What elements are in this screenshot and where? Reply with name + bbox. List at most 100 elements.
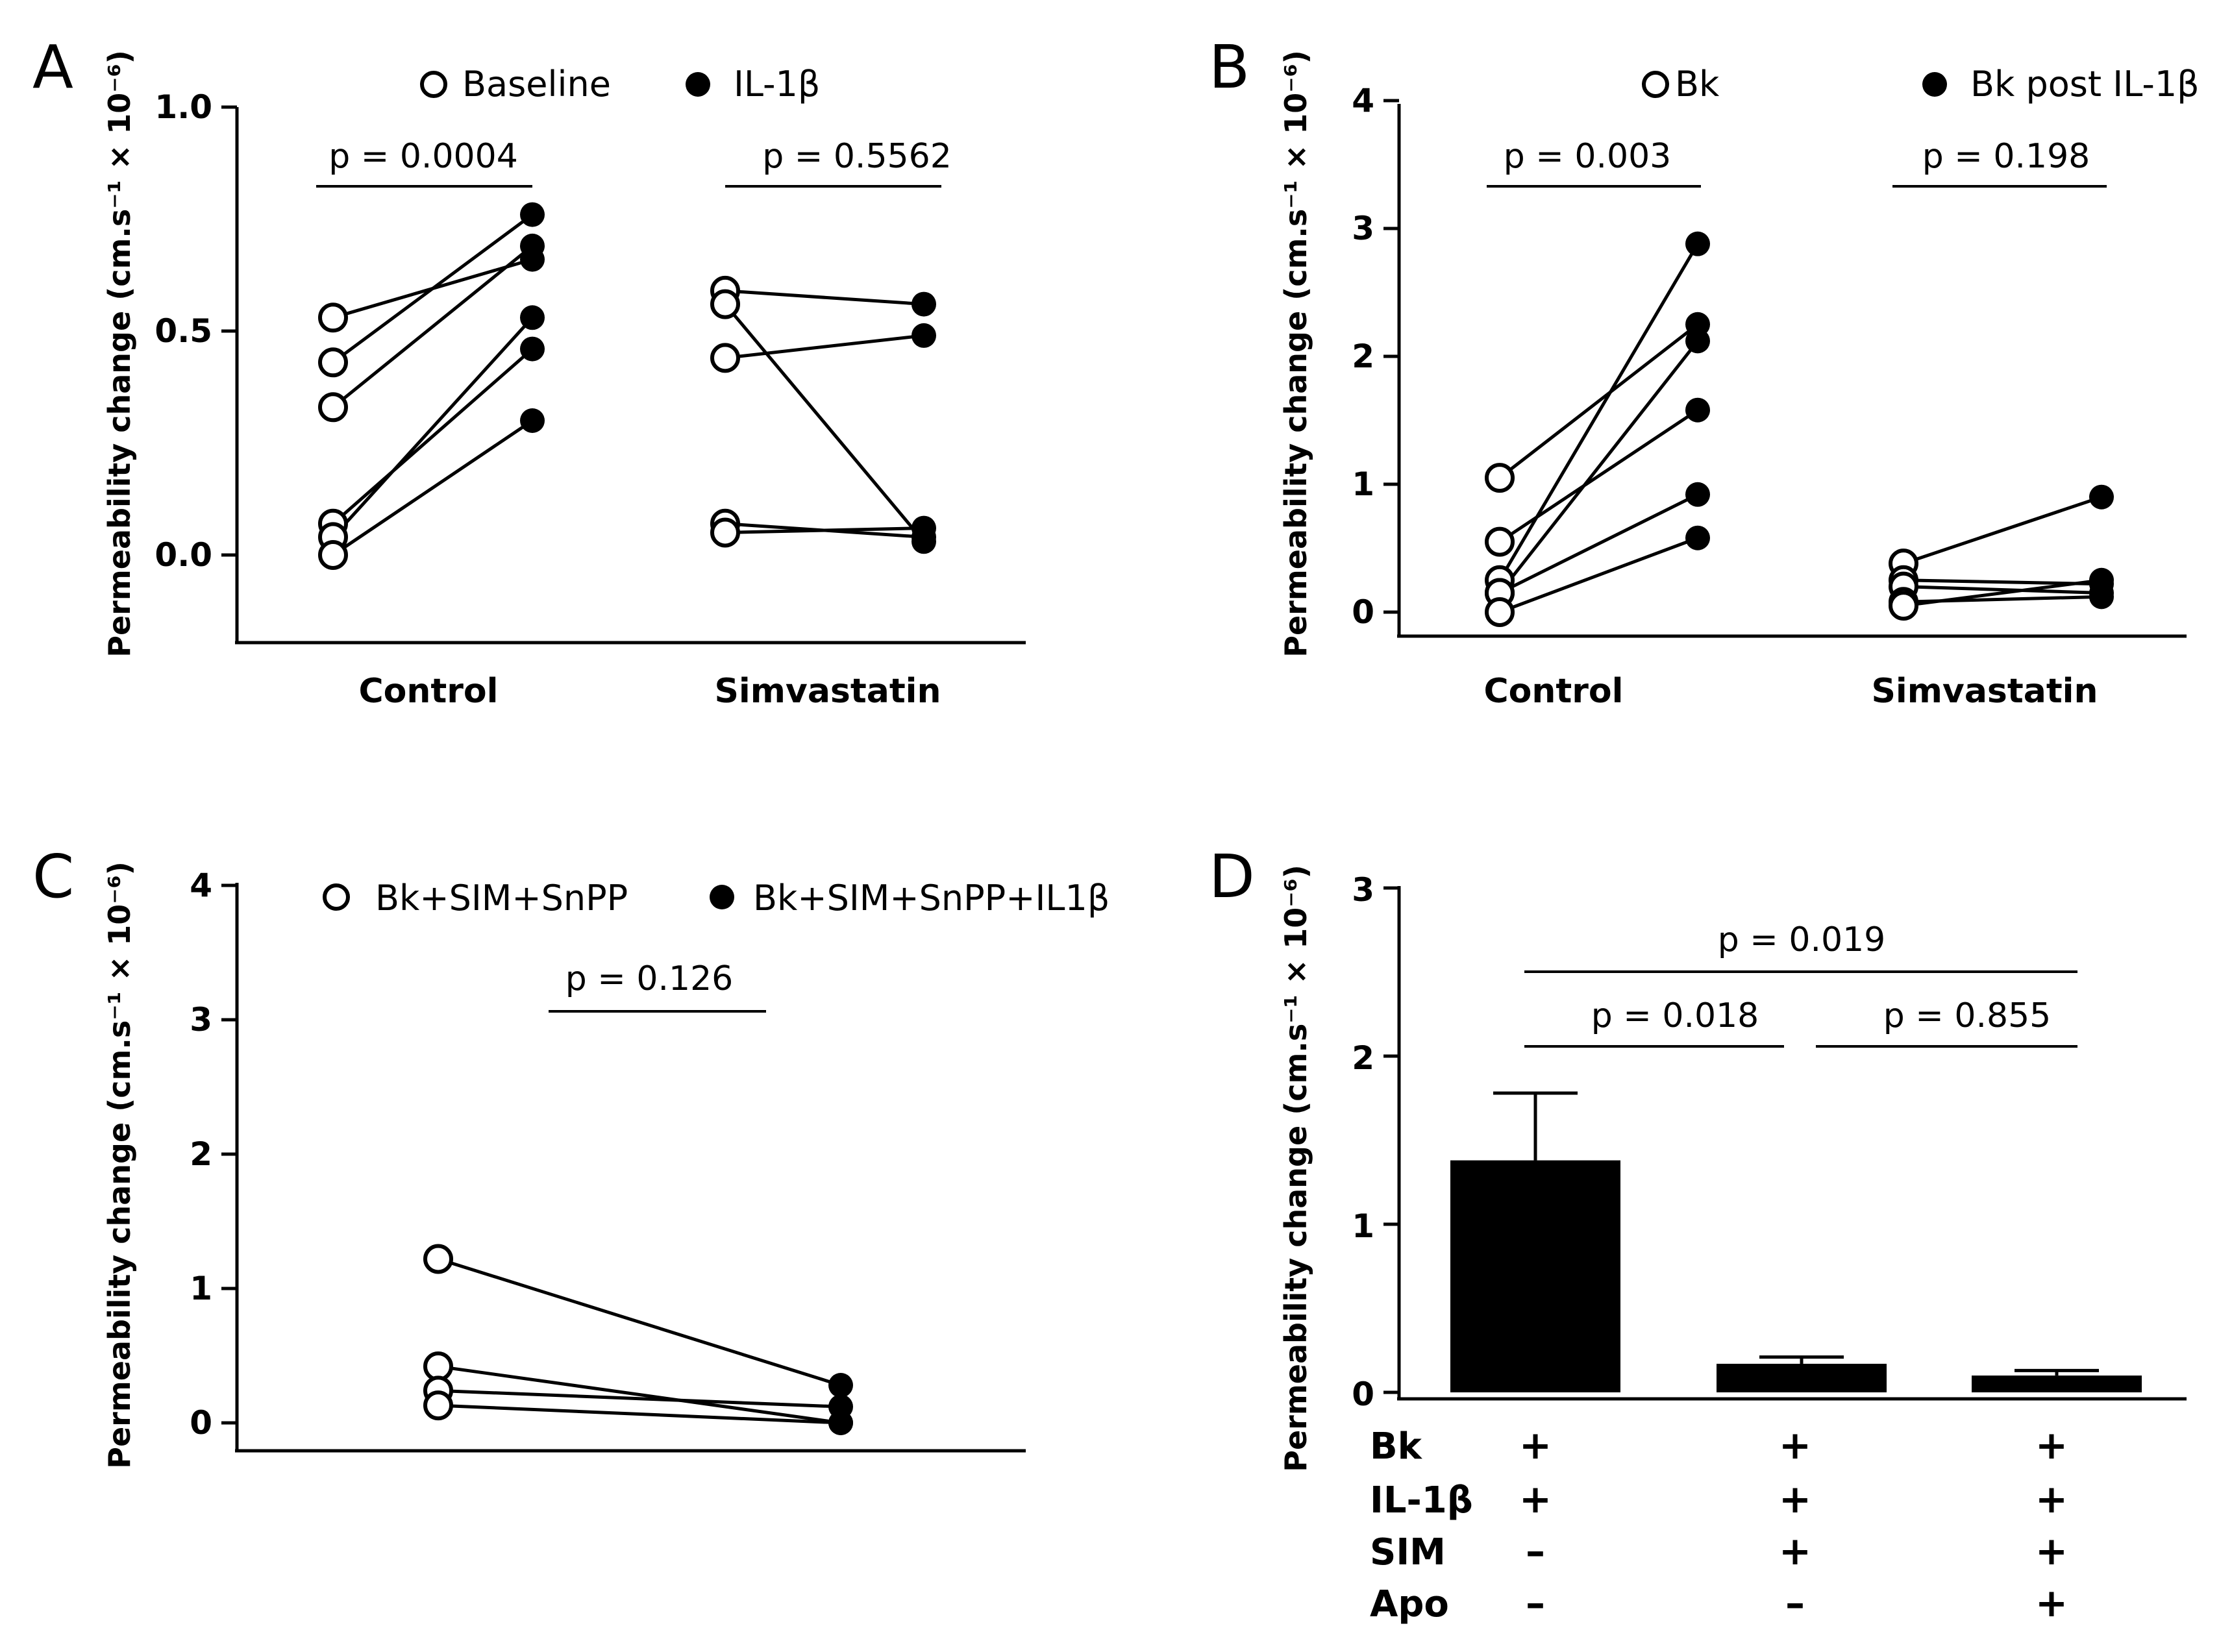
panel-a-pair-line [332,316,534,539]
panel-d-letter: D [1209,842,1255,911]
panel-d-y-tick-label: 1 [1352,1207,1374,1245]
panel-c-pair-line [438,1364,841,1425]
panel-c-y-tick-label: 3 [190,1001,212,1039]
panel-a-pair-line [332,213,534,364]
panel-a-pair-line [332,419,534,557]
panel-d-pvalue-2-3: p = 0.855 [1883,996,2052,1035]
panel-a-point-before [710,343,740,373]
panel-a-point-before [710,517,740,548]
panel-c-point-after [828,1373,853,1398]
panel-b-pair-line [1498,339,1699,594]
panel-a-legend-filled-marker [686,72,710,97]
panel-b-point-after [1685,231,1710,256]
panel-b-pair-line [1903,578,2102,608]
panel-a-legend-baseline: Baseline [462,64,611,105]
panel-d-y-tick-label: 3 [1352,871,1374,909]
panel-d-bar [1717,1363,1887,1392]
panel-a-pair-line [332,244,534,409]
panel-b-pair-line [1498,408,1699,543]
panel-b-letter: B [1209,32,1250,102]
panel-d-condition-sign: + [1519,1477,1552,1522]
panel-b-point-before [1485,597,1515,627]
panel-b-y-tick-label: 3 [1352,210,1374,247]
panel-a-pvalue-control: p = 0.0004 [329,137,518,176]
panel-c-y-tick-label: 4 [190,867,212,904]
panel-a-point-after [520,233,545,258]
panel-d-condition-label: Apo [1370,1583,1449,1625]
panel-c-legend-bk-sim-snpp-il1b: Bk+SIM+SnPP+IL1β [753,878,1110,918]
panel-b-point-before [1485,463,1515,493]
panel-d-condition-sign: + [1779,1423,1811,1468]
panel-d-bar [1450,1160,1620,1392]
panel-b-pair-line [1903,495,2102,565]
panel-b-y-tick-label: 2 [1352,338,1374,375]
panel-a-point-before [318,540,348,570]
panel-b-y-label: Permeability change (cm.s⁻¹ × 10⁻⁶) [1278,50,1313,657]
panel-a-pair-line [725,289,924,306]
panel-d-condition-sign: + [1779,1477,1811,1522]
panel-d-condition-sign: – [1785,1581,1805,1626]
panel-c-point-before [423,1390,453,1421]
panel-b-pair-line [1498,493,1699,595]
panel-b-point-before [1485,526,1515,557]
panel-a-pair-line [725,334,924,360]
panel-a-y-label: Permeability change (cm.s⁻¹ × 10⁻⁶) [102,50,137,657]
panel-a-letter: A [32,32,73,102]
panel-d-pvalue-1-2: p = 0.018 [1591,996,1759,1035]
panel-a-point-after [911,323,936,348]
panel-d-condition-sign: + [2035,1529,2068,1574]
panel-c-letter: C [32,842,74,911]
panel-a-category-control: Control [359,672,499,711]
panel-d-bar [1972,1375,2142,1392]
panel-d-condition-label: IL-1β [1370,1479,1473,1522]
panel-d-condition-sign: – [1526,1581,1545,1626]
panel-d: D Permeability change (cm.s⁻¹ × 10⁻⁶) 0 1… [1209,842,2187,1626]
panel-a: A Permeability change (cm.s⁻¹ × 10⁻⁶) 0.… [32,32,1026,711]
panel-d-condition-sign: + [2035,1581,2068,1626]
panel-a-category-simvastatin: Simvastatin [714,672,941,711]
panel-c-pair-line [438,1403,841,1425]
panel-d-y-tick-label: 2 [1352,1039,1374,1077]
panel-d-condition-label: Bk [1370,1425,1423,1468]
panel-b-y-tick-label: 0 [1352,593,1374,631]
panel-b-legend-bk-post-il1b: Bk post IL-1β [1970,64,2200,105]
panel-b-point-after [2089,484,2114,510]
panel-b-pair-line [1499,536,1698,614]
panel-d-condition-sign: – [1526,1529,1545,1574]
panel-c-y-tick-label: 1 [190,1270,212,1307]
panel-c-point-before [423,1244,453,1274]
panel-c-pair-line [438,1257,841,1387]
panel-a-point-before [318,392,348,423]
panel-a-legend-il1b: IL-1β [734,64,820,105]
panel-a-point-after [911,291,936,317]
panel-a-y-tick-label: 0.5 [155,312,212,350]
panel-a-point-before [318,302,348,333]
panel-b-y-tick-label: 4 [1352,82,1374,119]
panel-b-point-after [1685,482,1710,507]
panel-a-point-before [710,289,740,319]
panel-b-point-after [2089,567,2114,593]
panel-a-y-tick-label: 0.0 [155,536,212,574]
panel-a-point-after [520,336,545,362]
panel-b-legend-filled-marker [1922,72,1947,97]
panel-a-pair-line [724,302,925,543]
panel-a-point-after [911,515,936,541]
panel-c: C Permeability change (cm.s⁻¹ × 10⁻⁶) 0 1… [32,842,1110,1469]
panel-b-pair-line [1498,323,1699,480]
panel-a-point-after [520,305,545,330]
panel-d-condition-label: SIM [1370,1531,1446,1573]
panel-d-condition-sign: + [1779,1529,1811,1574]
panel-b-pair-line [1903,585,2102,595]
panel-c-y-tick-label: 0 [190,1404,212,1442]
panel-a-point-before [318,347,348,378]
panel-d-y-tick-label: 0 [1352,1375,1374,1413]
panel-b-point-after [1685,525,1710,550]
panel-b-category-control: Control [1484,672,1624,711]
panel-c-legend-bk-sim-snpp: Bk+SIM+SnPP [375,878,628,918]
panel-b-point-after [1685,328,1710,354]
panel-d-condition-sign: + [2035,1477,2068,1522]
panel-c-pair-line [438,1388,841,1409]
panel-c-point-before [423,1351,453,1382]
panel-b-point-before [1889,591,1918,621]
